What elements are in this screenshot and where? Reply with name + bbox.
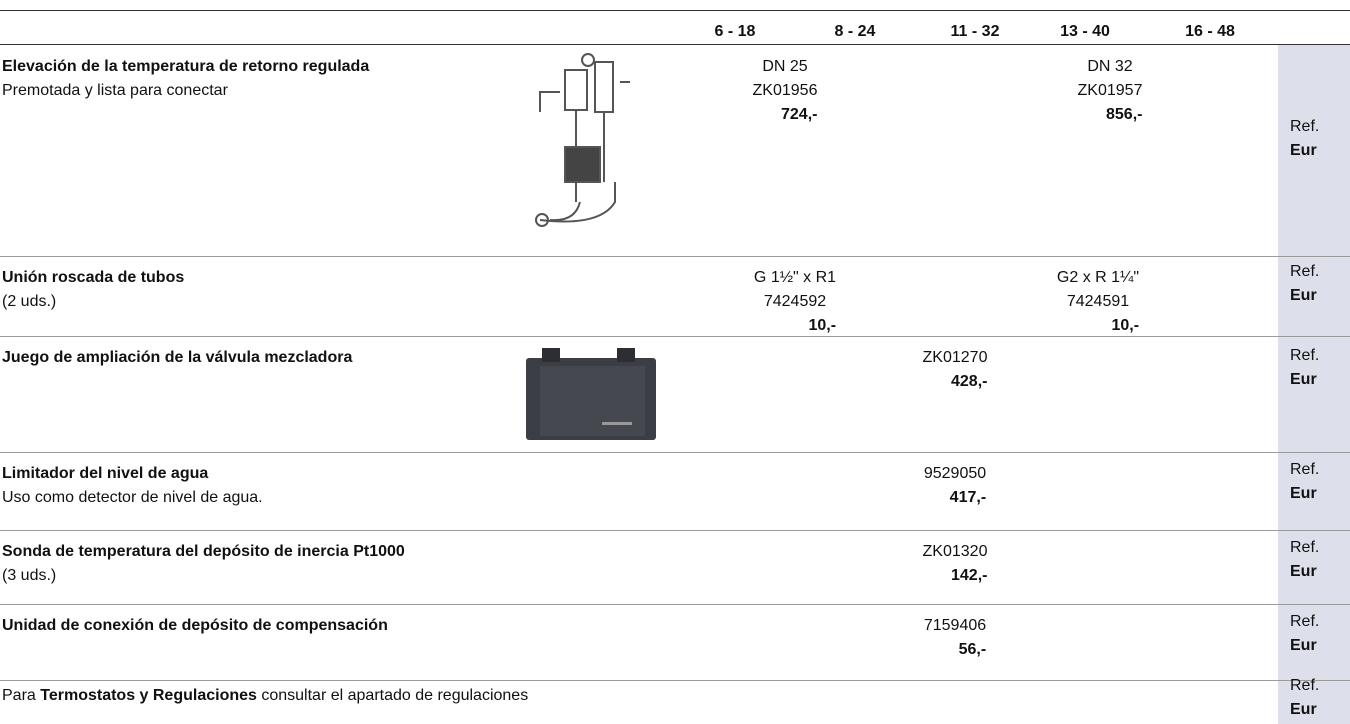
ref-label: Ref. xyxy=(1290,539,1320,556)
row-rule xyxy=(0,680,1350,681)
item-title: Unidad de conexión de depósito de compen… xyxy=(2,617,388,634)
note: Para Termostatos y Regulaciones consulta… xyxy=(2,684,562,708)
ref-code: ZK01957 xyxy=(1077,82,1143,99)
ref-label: Ref. xyxy=(1290,118,1320,135)
size: DN 25 xyxy=(762,58,808,75)
offer: DN 32 ZK01957 856,- xyxy=(1078,55,1143,127)
note-text: Termostatos y Regulaciones xyxy=(40,687,257,704)
ref-code: ZK01956 xyxy=(752,82,818,99)
note-text: Para xyxy=(2,687,41,704)
eur-label: Eur xyxy=(1290,485,1317,502)
row-rule xyxy=(0,604,1350,605)
column-header: 16 - 48 xyxy=(1185,23,1235,40)
ref-code: ZK01270 xyxy=(922,349,988,366)
note-text: consultar el apartado de regulaciones xyxy=(256,687,529,704)
item-subtitle: (2 uds.) xyxy=(2,293,57,310)
item-title: Limitador del nivel de agua xyxy=(2,465,209,482)
offer: 7159406 56,- xyxy=(924,614,986,662)
item-title: Elevación de la temperatura de retorno r… xyxy=(2,58,370,75)
item-title: Unión roscada de tubos xyxy=(2,269,185,286)
size: DN 32 xyxy=(1087,58,1133,75)
header-rule xyxy=(0,44,1350,45)
ref-label: Ref. xyxy=(1290,461,1320,478)
offer: G2 x R 1¼" 7424591 10,- xyxy=(1057,266,1139,338)
item-subtitle: Premotada y lista para conectar xyxy=(2,82,228,99)
price: 10,- xyxy=(808,317,837,334)
offer: 9529050 417,- xyxy=(924,462,986,510)
ref-code: 9529050 xyxy=(923,465,987,482)
offer: ZK01270 428,- xyxy=(923,346,988,394)
column-header: 11 - 32 xyxy=(950,23,1000,40)
price: 10,- xyxy=(1111,317,1140,334)
ref-label: Ref. xyxy=(1290,613,1320,630)
offer: G 1½" x R1 7424592 10,- xyxy=(754,266,836,338)
row-rule xyxy=(0,530,1350,531)
price: 142,- xyxy=(951,567,988,584)
ref-code: 7424592 xyxy=(763,293,827,310)
ref-label: Ref. xyxy=(1290,263,1320,280)
price: 417,- xyxy=(949,489,987,506)
ref-column xyxy=(1278,45,1350,724)
size: G 1½" x R1 xyxy=(753,269,837,286)
item-subtitle: Uso como detector de nivel de agua. xyxy=(2,489,263,506)
row-rule xyxy=(0,336,1350,337)
eur-label: Eur xyxy=(1290,142,1317,159)
product-image xyxy=(526,348,656,440)
eur-label: Eur xyxy=(1290,701,1317,718)
row-rule xyxy=(0,452,1350,453)
eur-label: Eur xyxy=(1290,563,1317,580)
price: 56,- xyxy=(958,641,987,658)
ref-code: 7424591 xyxy=(1066,293,1130,310)
offer: ZK01320 142,- xyxy=(923,540,988,588)
eur-label: Eur xyxy=(1290,637,1317,654)
product-image xyxy=(535,53,630,227)
price: 428,- xyxy=(951,373,988,390)
column-header: 13 - 40 xyxy=(1060,23,1110,40)
price: 856,- xyxy=(1106,106,1143,123)
item-title: Juego de ampliación de la válvula mezcla… xyxy=(2,349,353,366)
price: 724,- xyxy=(781,106,818,123)
size: G2 x R 1¼" xyxy=(1056,269,1140,286)
offer: DN 25 ZK01956 724,- xyxy=(753,55,818,127)
top-rule xyxy=(0,10,1350,11)
column-header: 8 - 24 xyxy=(834,23,876,40)
eur-label: Eur xyxy=(1290,287,1317,304)
ref-label: Ref. xyxy=(1290,677,1320,694)
ref-code: 7159406 xyxy=(923,617,987,634)
item-title: Sonda de temperatura del depósito de ine… xyxy=(2,543,405,560)
item-subtitle: (3 uds.) xyxy=(2,567,57,584)
ref-code: ZK01320 xyxy=(922,543,988,560)
ref-label: Ref. xyxy=(1290,347,1320,364)
column-header: 6 - 18 xyxy=(714,23,756,40)
row-rule xyxy=(0,256,1350,257)
eur-label: Eur xyxy=(1290,371,1317,388)
